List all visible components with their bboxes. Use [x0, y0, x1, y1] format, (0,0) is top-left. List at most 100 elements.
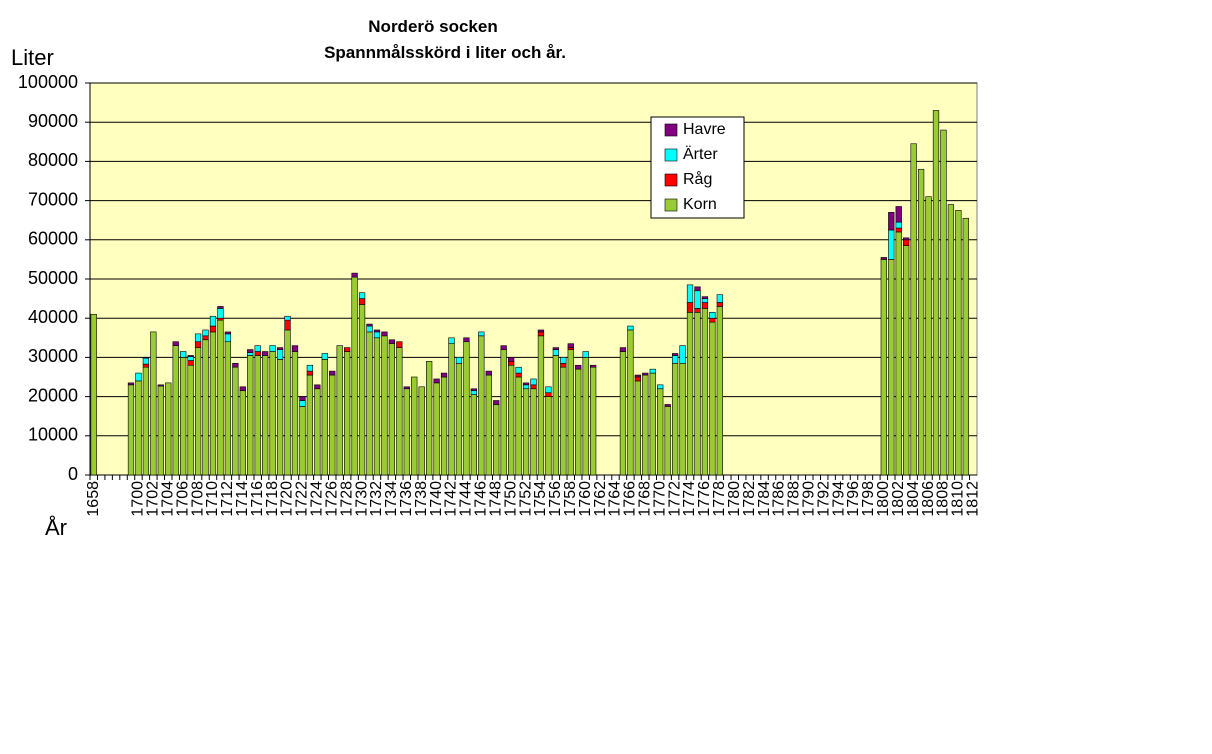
y-tick-label: 90000 — [28, 111, 78, 131]
bar-segment — [694, 308, 701, 313]
bar-segment — [180, 351, 187, 358]
x-tick-label: 1804 — [905, 481, 922, 517]
bar-segment — [545, 386, 552, 393]
bar-segment — [157, 385, 164, 476]
bar-segment — [634, 376, 641, 382]
bar-segment — [418, 386, 425, 476]
bar-segment — [366, 331, 373, 476]
x-tick-label: 1762 — [592, 481, 609, 517]
x-tick-label: 1706 — [174, 481, 191, 517]
bar-segment — [314, 384, 321, 390]
bar-segment — [299, 396, 306, 401]
bar-segment — [478, 331, 485, 337]
bar-segment — [940, 129, 947, 476]
bar-segment — [888, 229, 895, 260]
bar-segment — [448, 337, 455, 344]
bar-segment — [537, 329, 545, 333]
bar-segment — [194, 341, 202, 348]
bar-segment — [291, 345, 299, 352]
bar-segment — [180, 357, 187, 476]
x-tick-label: 1798 — [860, 481, 877, 517]
bar-segment — [903, 239, 910, 246]
bar-segment — [560, 362, 567, 368]
bar-segment — [269, 345, 276, 352]
x-tick-label: 1802 — [890, 481, 907, 517]
bar-segment — [478, 335, 485, 476]
bar-segment — [142, 357, 150, 365]
bar-segment — [522, 388, 530, 476]
bar-segment — [373, 331, 381, 339]
bar-segment — [127, 382, 135, 386]
bar-segment — [679, 362, 686, 476]
y-tick-label: 20000 — [28, 385, 78, 405]
x-tick-label: 1792 — [815, 481, 832, 517]
x-tick-label: 1702 — [145, 481, 162, 517]
x-tick-label: 1726 — [323, 481, 340, 517]
x-tick-label: 1712 — [219, 481, 236, 517]
bar-segment — [440, 376, 448, 476]
x-tick-label: 1736 — [398, 481, 415, 517]
bar-segment — [150, 331, 157, 476]
x-tick-label: 1786 — [771, 481, 788, 517]
bar-segment — [545, 392, 552, 397]
bar-segment — [344, 347, 351, 352]
bar-segment — [709, 317, 716, 323]
bar-segment — [679, 345, 686, 364]
bar-segment — [194, 333, 202, 343]
x-tick-label: 1746 — [473, 481, 490, 517]
bar-segment — [142, 366, 150, 476]
x-tick-label: 1812 — [964, 481, 981, 517]
bar-segment — [545, 396, 552, 476]
x-tick-label: 1780 — [726, 481, 743, 517]
legend-swatch — [664, 123, 678, 137]
bar-segment — [537, 331, 545, 337]
bar-segment — [589, 364, 597, 368]
bar-segment — [239, 390, 246, 476]
bar-segment — [560, 366, 567, 476]
bar-segment — [381, 335, 388, 476]
bar-segment — [515, 376, 522, 476]
bar-segment — [500, 349, 507, 476]
bar-segment — [433, 382, 440, 476]
bar-segment — [888, 259, 895, 476]
bar-segment — [649, 368, 656, 374]
y-tick-label: 60000 — [28, 229, 78, 249]
x-tick-label: 1784 — [756, 481, 773, 517]
bar-segment — [262, 351, 269, 356]
bar-segment — [314, 388, 321, 476]
bar-segment — [135, 372, 142, 382]
legend-label: Råg — [683, 170, 712, 188]
bar-segment — [411, 376, 418, 476]
bar-segment — [619, 347, 627, 352]
bar-segment — [463, 341, 470, 476]
y-tick-label: 40000 — [28, 307, 78, 327]
y-tick-label: 70000 — [28, 189, 78, 209]
bar-segment — [567, 343, 574, 348]
bar-segment — [932, 110, 940, 476]
bar-segment — [925, 196, 932, 476]
bar-segment — [582, 351, 589, 358]
bar-segment — [552, 355, 559, 476]
bar-segment — [396, 341, 403, 348]
x-tick-label: 1722 — [294, 481, 311, 517]
bar-segment — [90, 313, 97, 476]
bar-segment — [463, 337, 470, 343]
bar-segment — [664, 406, 671, 476]
y-axis-label: Liter — [11, 45, 54, 70]
bar-segment — [366, 323, 373, 327]
bar-segment — [627, 329, 634, 476]
bar-segment — [567, 349, 574, 476]
x-tick-label: 1768 — [637, 481, 654, 517]
bar-segment — [701, 302, 709, 309]
bar-segment — [530, 378, 537, 386]
legend-label: Korn — [683, 196, 717, 213]
bar-segment — [657, 384, 664, 390]
bar-segment — [701, 298, 709, 303]
x-tick-label: 1720 — [279, 481, 296, 517]
bar-segment — [269, 351, 276, 476]
x-tick-label: 1658 — [85, 481, 102, 517]
bar-segment — [187, 355, 194, 357]
bar-segment — [284, 315, 291, 321]
x-tick-label: 1774 — [681, 481, 698, 517]
bar-segment — [530, 384, 537, 390]
